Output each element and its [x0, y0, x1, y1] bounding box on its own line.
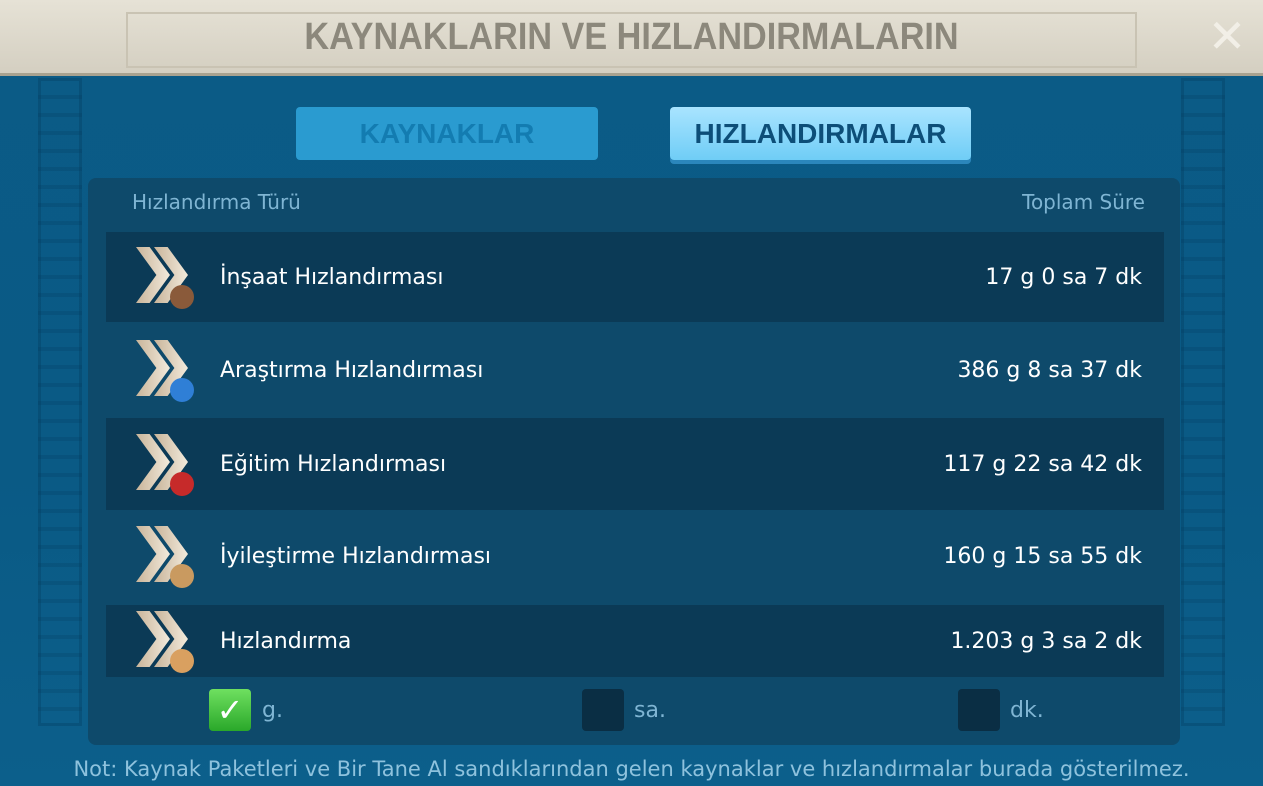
speedup-type-label: Hızlandırma — [220, 628, 352, 654]
checkmark-icon: ✓ — [216, 691, 244, 729]
speedup-type-label: İnşaat Hızlandırması — [220, 264, 444, 290]
table-row: Eğitim Hızlandırması 117 g 22 sa 42 dk — [106, 418, 1164, 510]
close-icon[interactable]: ✕ — [1207, 9, 1247, 63]
decorative-border-left — [38, 78, 82, 726]
speedup-type-label: İyileştirme Hızlandırması — [220, 543, 492, 569]
speedup-total-value: 1.203 g 3 sa 2 dk — [950, 628, 1142, 654]
speedup-type-label: Eğitim Hızlandırması — [220, 451, 447, 477]
speedup-total-value: 117 g 22 sa 42 dk — [943, 451, 1142, 477]
table-row: İnşaat Hızlandırması 17 g 0 sa 7 dk — [106, 232, 1164, 322]
training-speedup-icon — [132, 428, 198, 500]
construction-speedup-icon — [132, 241, 198, 313]
checkbox-hours-label: sa. — [634, 698, 666, 723]
universal-speedup-icon — [132, 605, 198, 677]
tab-hizlandirmalar[interactable]: HIZLANDIRMALAR — [670, 107, 971, 160]
column-header-type: Hızlandırma Türü — [132, 190, 301, 214]
checkbox-minutes[interactable] — [958, 689, 1000, 731]
decorative-border-right — [1181, 78, 1225, 726]
checkbox-hours[interactable] — [582, 689, 624, 731]
speedup-total-value: 17 g 0 sa 7 dk — [985, 264, 1142, 290]
checkbox-days-label: g. — [262, 698, 283, 723]
speedup-total-value: 386 g 8 sa 37 dk — [957, 357, 1142, 383]
speedup-type-label: Araştırma Hızlandırması — [220, 357, 484, 383]
checkbox-days[interactable]: ✓ — [209, 689, 251, 731]
column-header-total: Toplam Süre — [1022, 190, 1145, 214]
healing-speedup-icon — [132, 520, 198, 592]
checkbox-minutes-label: dk. — [1010, 698, 1044, 723]
table-row: Araştırma Hızlandırması 386 g 8 sa 37 dk — [106, 325, 1164, 415]
table-row: İyileştirme Hızlandırması 160 g 15 sa 55 … — [106, 512, 1164, 600]
table-row: Hızlandırma 1.203 g 3 sa 2 dk — [106, 605, 1164, 677]
research-speedup-icon — [132, 334, 198, 406]
header-frame — [126, 12, 1137, 68]
footer-note: Not: Kaynak Paketleri ve Bir Tane Al san… — [73, 757, 1190, 781]
page-title: KAYNAKLARIN VE HIZLANDIRMALARIN — [304, 16, 959, 58]
tab-kaynaklar[interactable]: KAYNAKLAR — [296, 107, 598, 160]
header-bar: KAYNAKLARIN VE HIZLANDIRMALARIN ✕ — [0, 0, 1263, 76]
speedup-total-value: 160 g 15 sa 55 dk — [943, 543, 1142, 569]
